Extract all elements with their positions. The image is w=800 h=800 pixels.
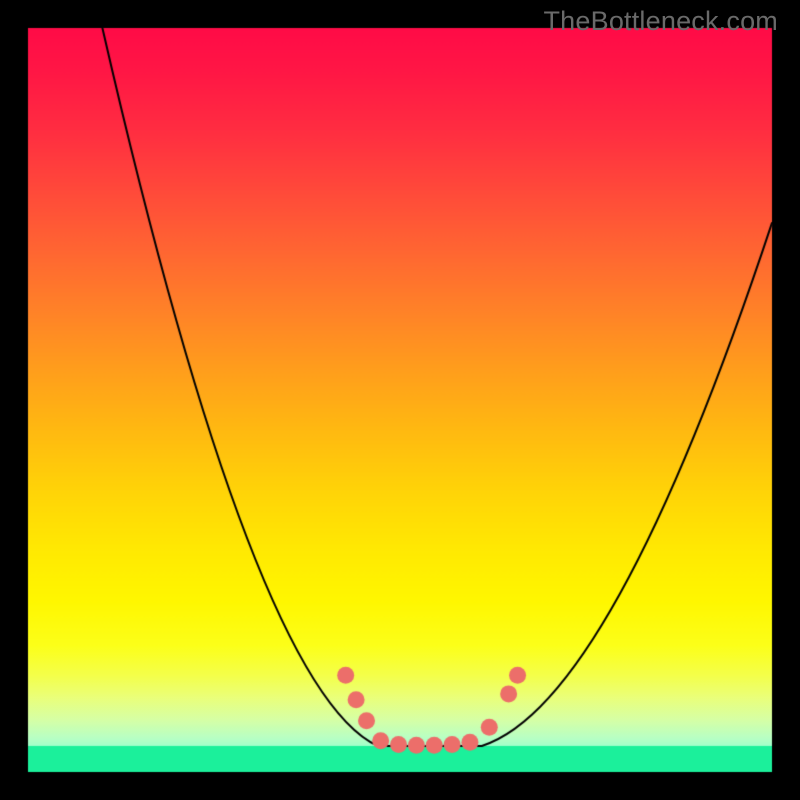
watermark-text: TheBottleneck.com [543, 6, 778, 37]
chart-root: TheBottleneck.com [0, 0, 800, 800]
bottleneck-curve-layer [0, 0, 800, 800]
